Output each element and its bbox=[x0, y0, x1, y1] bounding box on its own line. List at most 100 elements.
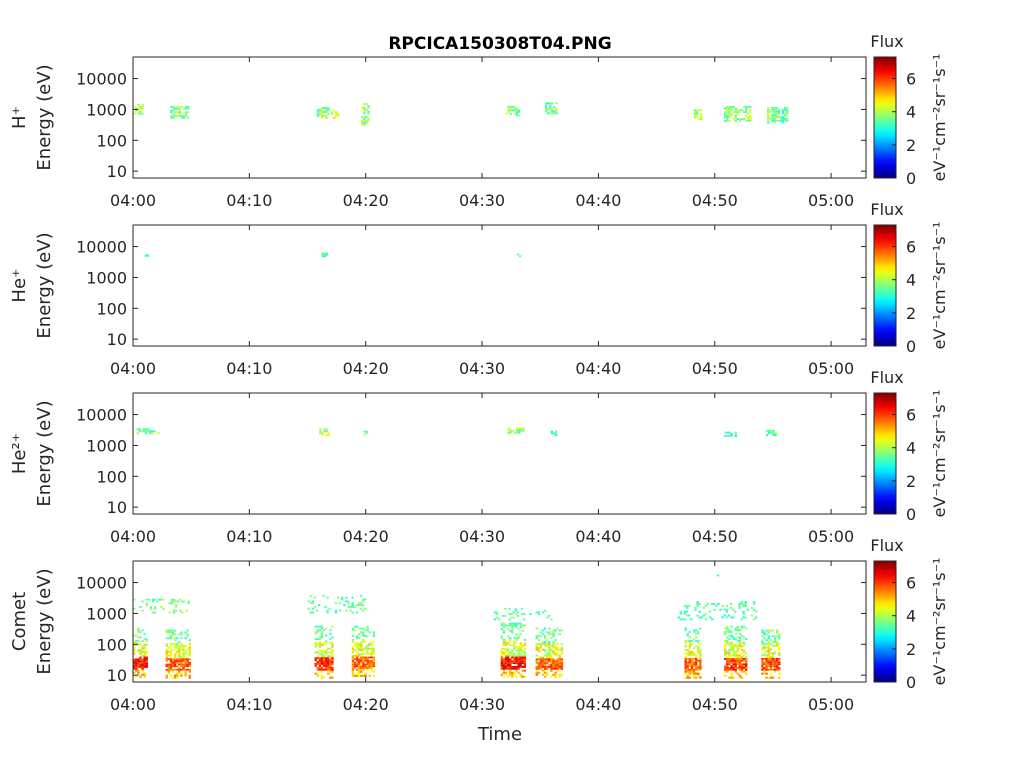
flux-cell-comet bbox=[512, 611, 515, 614]
flux-cell-hp bbox=[740, 109, 744, 112]
flux-cell-comet bbox=[133, 664, 136, 666]
flux-cell-hp bbox=[361, 119, 364, 122]
flux-cell-comet bbox=[535, 648, 538, 651]
flux-cell-comet bbox=[169, 631, 173, 634]
flux-cell-comet bbox=[771, 676, 775, 679]
flux-cell-comet bbox=[173, 668, 177, 671]
flux-cell-comet bbox=[694, 668, 698, 671]
flux-cell-comet bbox=[523, 653, 527, 655]
flux-cell-comet bbox=[738, 629, 742, 632]
flux-cell-comet bbox=[180, 663, 183, 666]
flux-cell-comet bbox=[362, 668, 365, 671]
flux-cell-comet bbox=[699, 667, 702, 669]
flux-cell-hp bbox=[318, 112, 322, 115]
flux-cell-comet bbox=[688, 645, 692, 648]
flux-cell-comet bbox=[688, 652, 692, 655]
flux-cell-comet bbox=[767, 663, 770, 666]
flux-cell-comet bbox=[726, 629, 729, 632]
flux-cell-comet bbox=[358, 667, 361, 669]
flux-cell-comet bbox=[729, 606, 733, 609]
flux-cell-hp bbox=[775, 106, 778, 109]
flux-cell-comet bbox=[752, 618, 756, 621]
flux-cell-comet bbox=[500, 664, 504, 666]
flux-cell-hp bbox=[700, 118, 703, 121]
flux-cell-comet bbox=[361, 604, 365, 606]
flux-cell-comet bbox=[173, 661, 177, 664]
flux-cell-comet bbox=[314, 631, 317, 633]
x-tick-label: 04:10 bbox=[226, 527, 272, 546]
flux-cell-comet bbox=[188, 670, 191, 673]
flux-cell-comet bbox=[688, 650, 692, 653]
flux-cell-comet bbox=[324, 641, 328, 644]
y-axis-label-species: He²⁺ bbox=[9, 433, 30, 474]
flux-cell-comet bbox=[355, 656, 359, 659]
flux-cell-comet bbox=[511, 667, 514, 670]
flux-cell-comet bbox=[362, 674, 365, 677]
y-tick-label: 100 bbox=[96, 299, 127, 318]
flux-cell-comet bbox=[318, 641, 322, 644]
flux-cell-comet bbox=[725, 616, 729, 619]
flux-cell-comet bbox=[324, 634, 328, 637]
flux-cell-hp bbox=[747, 105, 750, 108]
flux-cell-comet bbox=[523, 618, 526, 621]
flux-cell-comet bbox=[511, 671, 514, 674]
flux-cell-hp bbox=[316, 114, 320, 117]
flux-cell-comet bbox=[523, 654, 527, 657]
flux-cell-comet bbox=[185, 609, 188, 612]
flux-cell-comet bbox=[778, 676, 781, 679]
flux-cell-comet bbox=[771, 641, 775, 644]
flux-cell-comet bbox=[509, 654, 512, 657]
flux-cell-hp bbox=[728, 112, 731, 115]
flux-cell-comet bbox=[327, 657, 330, 660]
flux-cell-comet bbox=[368, 661, 371, 664]
flux-cell-comet bbox=[556, 627, 559, 630]
flux-cell-comet bbox=[139, 636, 142, 639]
flux-cell-comet bbox=[165, 668, 168, 671]
colorbar-units: eV⁻¹cm⁻²sr⁻¹s⁻¹ bbox=[930, 54, 949, 182]
flux-cell-comet bbox=[504, 615, 507, 617]
flux-cell-hp bbox=[174, 107, 177, 110]
flux-cell-hp bbox=[693, 114, 697, 117]
flux-cell-hp bbox=[178, 111, 181, 114]
flux-cell-hp bbox=[511, 105, 514, 108]
flux-cell-comet bbox=[554, 654, 557, 657]
flux-cell-he2p bbox=[734, 433, 737, 436]
flux-cell-hp bbox=[141, 112, 144, 115]
flux-cell-hp bbox=[170, 105, 173, 108]
flux-cell-he2p bbox=[765, 434, 769, 437]
flux-cell-comet bbox=[515, 654, 518, 657]
flux-cell-hp bbox=[139, 112, 142, 115]
flux-cell-comet bbox=[535, 658, 538, 661]
flux-cell-comet bbox=[699, 643, 702, 646]
y-tick-label: 10 bbox=[107, 162, 127, 181]
flux-cell-comet bbox=[736, 645, 740, 648]
flux-cell-comet bbox=[699, 654, 702, 657]
flux-cell-hp bbox=[773, 119, 776, 122]
flux-cell-comet bbox=[771, 654, 775, 657]
flux-cell-comet bbox=[698, 616, 701, 619]
flux-cell-hp bbox=[777, 108, 780, 111]
flux-cell-comet bbox=[543, 650, 547, 653]
flux-cell-comet bbox=[353, 665, 357, 668]
y-axis-label-units: Energy (eV) bbox=[34, 232, 55, 338]
flux-cell-comet bbox=[539, 650, 543, 653]
flux-cell-hp bbox=[777, 110, 780, 113]
flux-cell-comet bbox=[684, 672, 687, 675]
flux-cell-comet bbox=[182, 646, 185, 649]
flux-cell-comet bbox=[178, 660, 181, 662]
x-tick-label: 04:00 bbox=[110, 359, 156, 378]
flux-cell-comet bbox=[355, 642, 359, 645]
flux-cell-he2p bbox=[516, 431, 519, 434]
flux-cell-comet bbox=[173, 637, 177, 640]
flux-cell-hp bbox=[184, 111, 188, 114]
flux-cell-comet bbox=[351, 635, 355, 638]
flux-cell-comet bbox=[752, 601, 756, 604]
flux-cell-hp bbox=[745, 105, 748, 108]
flux-cell-comet bbox=[510, 613, 513, 616]
flux-cell-hp bbox=[363, 119, 366, 122]
flux-cell-comet bbox=[322, 664, 326, 667]
flux-cell-comet bbox=[133, 634, 136, 637]
flux-cell-comet bbox=[514, 613, 518, 616]
panel-data-comet bbox=[133, 574, 781, 679]
flux-cell-comet bbox=[316, 663, 319, 665]
